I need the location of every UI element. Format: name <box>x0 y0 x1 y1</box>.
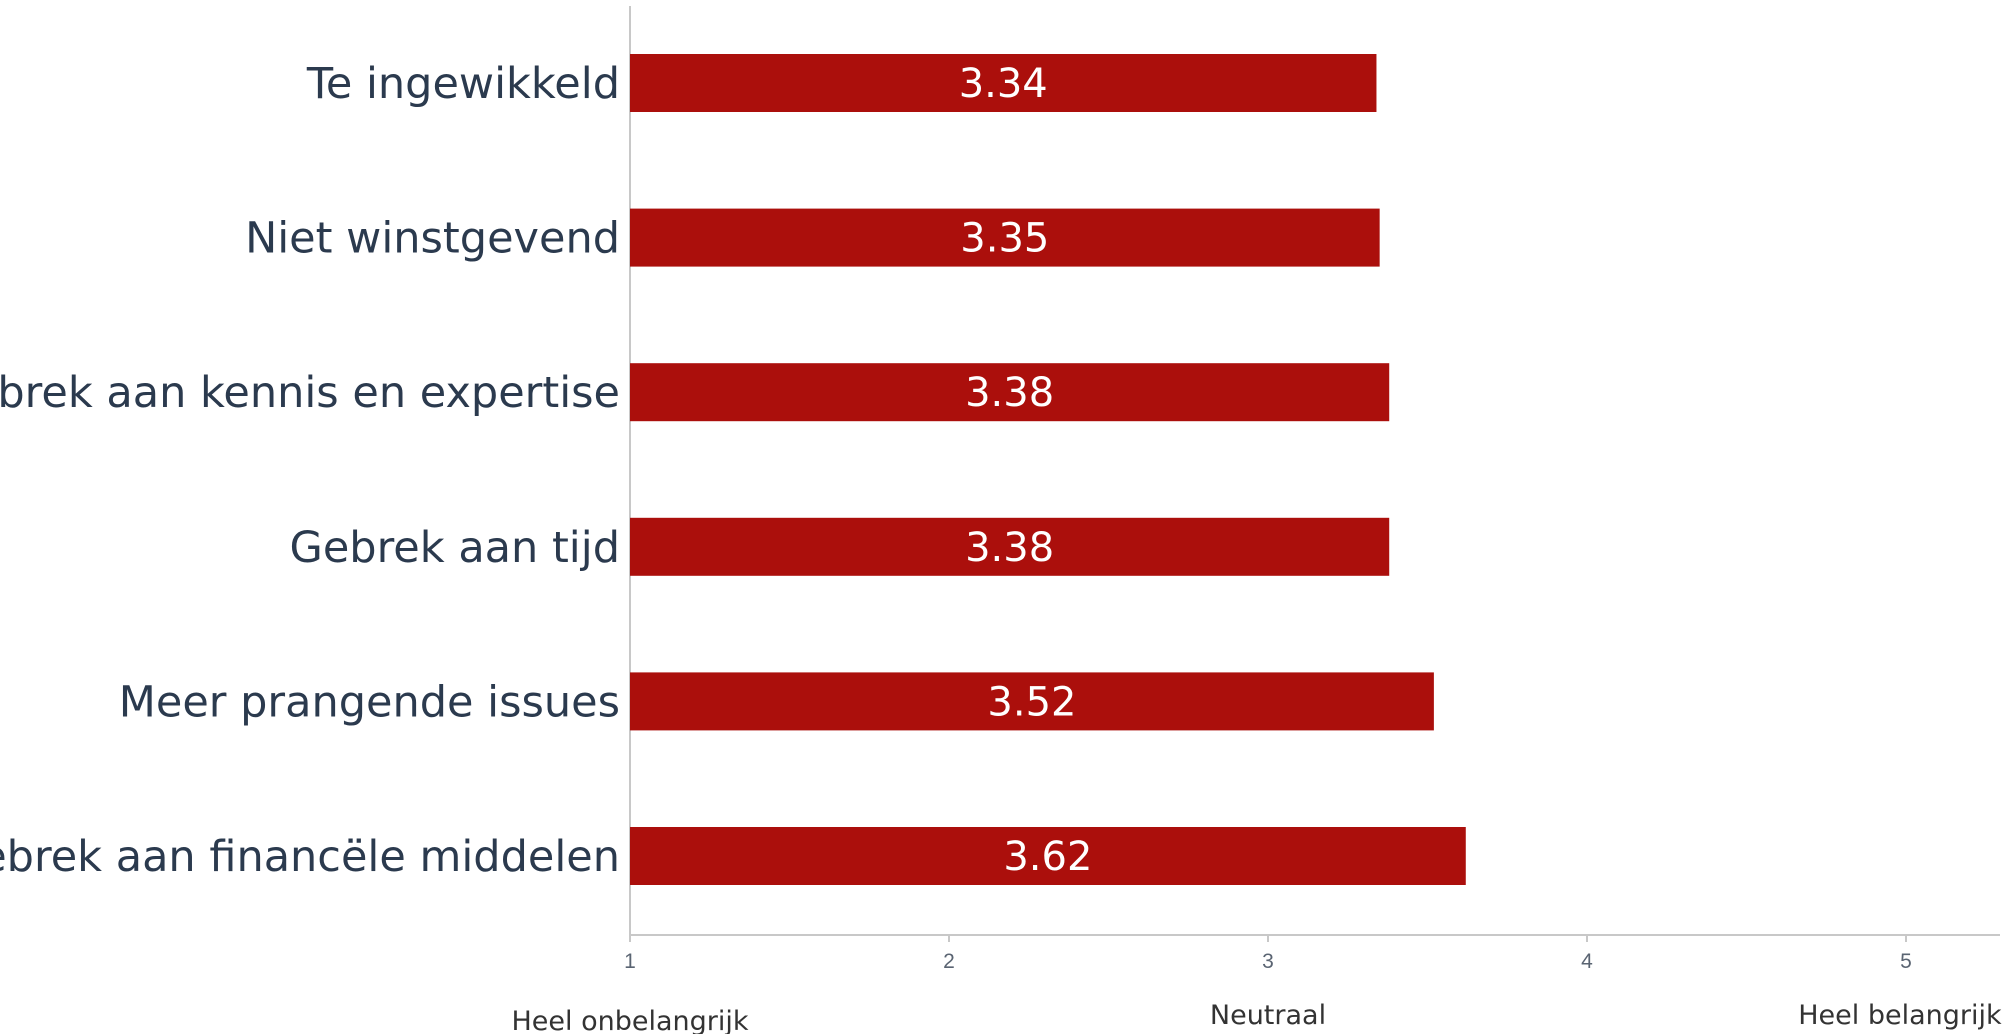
bar <box>630 208 1380 267</box>
axis-anchor-label: Neutraal <box>1210 1000 1326 1031</box>
bar-value-label: 3.35 <box>960 216 1049 262</box>
x-tick-label: 1 <box>624 950 636 973</box>
bar <box>630 672 1434 731</box>
x-tick-label: 5 <box>1900 950 1912 973</box>
bar-row: Gebrek aan financële middelen 3.62 <box>0 827 1466 885</box>
x-ticks-layer: 1 2 3 4 5 <box>624 935 1912 973</box>
bar-value-label: 3.38 <box>965 525 1054 571</box>
bar-row: Meer prangende issues 3.52 <box>119 672 1434 731</box>
bar <box>630 54 1377 112</box>
bar-value-label: 3.34 <box>959 61 1048 107</box>
x-tick-label: 3 <box>1262 950 1274 973</box>
x-tick-label: 2 <box>943 950 955 973</box>
bar-value-label: 3.52 <box>987 679 1076 725</box>
bar-value-label: 3.62 <box>1003 834 1092 880</box>
x-tick-label: 4 <box>1581 950 1593 973</box>
bar <box>630 827 1466 885</box>
bar-row: Gebrek aan kennis en expertise 3.38 <box>0 363 1390 422</box>
bar-row: Gebrek aan tijd 3.38 <box>290 517 1390 576</box>
axis-anchor-label: Heel belangrijk <box>1798 1000 2002 1031</box>
category-label: Meer prangende issues <box>119 677 620 727</box>
category-label: Niet winstgevend <box>245 214 620 264</box>
axis-anchor-label: Heel onbelangrijk <box>511 1006 748 1034</box>
category-label: Gebrek aan tijd <box>290 523 621 573</box>
category-label: Gebrek aan financële middelen <box>0 832 620 882</box>
category-label: Gebrek aan kennis en expertise <box>0 368 620 418</box>
bar <box>630 517 1390 576</box>
bar <box>630 363 1390 422</box>
bar-row: Te ingewikkeld 3.34 <box>306 54 1377 112</box>
bar-row: Niet winstgevend 3.35 <box>245 208 1380 267</box>
axis-anchor-labels: Heel onbelangrijk Neutraal Heel belangrijk <box>511 1000 2002 1034</box>
bar-value-label: 3.38 <box>965 370 1054 416</box>
bars-layer: Te ingewikkeld 3.34 Niet winstgevend 3.35 Ge… <box>0 54 1466 885</box>
category-label: Te ingewikkeld <box>306 59 620 109</box>
